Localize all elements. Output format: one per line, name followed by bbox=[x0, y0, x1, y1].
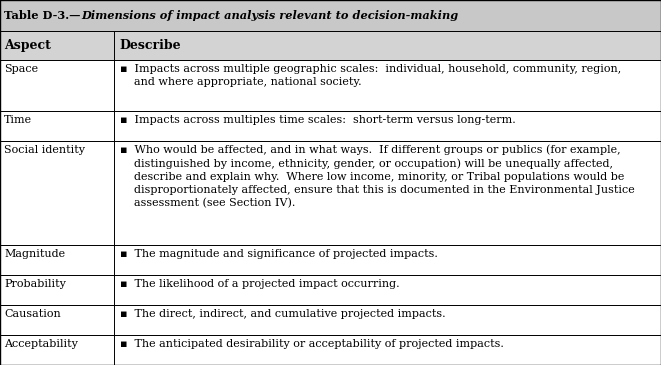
Bar bbox=[0, 275, 661, 305]
Bar bbox=[0, 0, 661, 31]
Bar bbox=[0, 31, 661, 60]
Text: ▪  The direct, indirect, and cumulative projected impacts.: ▪ The direct, indirect, and cumulative p… bbox=[120, 309, 446, 319]
Text: Causation: Causation bbox=[4, 309, 61, 319]
Bar bbox=[0, 60, 661, 111]
Text: ▪  Who would be affected, and in what ways.  If different groups or publics (for: ▪ Who would be affected, and in what way… bbox=[120, 145, 635, 208]
Text: Time: Time bbox=[4, 115, 32, 125]
Bar bbox=[0, 141, 661, 245]
Text: ▪  The likelihood of a projected impact occurring.: ▪ The likelihood of a projected impact o… bbox=[120, 279, 399, 289]
Bar bbox=[0, 305, 661, 335]
Bar bbox=[0, 111, 661, 141]
Text: Aspect: Aspect bbox=[4, 39, 51, 52]
Text: ▪  Impacts across multiple geographic scales:  individual, household, community,: ▪ Impacts across multiple geographic sca… bbox=[120, 64, 621, 87]
Bar bbox=[0, 335, 661, 365]
Text: ▪  The magnitude and significance of projected impacts.: ▪ The magnitude and significance of proj… bbox=[120, 249, 438, 259]
Text: Space: Space bbox=[4, 64, 38, 74]
Text: ▪  The anticipated desirability or acceptability of projected impacts.: ▪ The anticipated desirability or accept… bbox=[120, 339, 504, 349]
Text: Acceptability: Acceptability bbox=[4, 339, 78, 349]
Text: Table D-3.—: Table D-3.— bbox=[4, 10, 81, 21]
Text: Describe: Describe bbox=[120, 39, 181, 52]
Text: ▪  Impacts across multiples time scales:  short-term versus long-term.: ▪ Impacts across multiples time scales: … bbox=[120, 115, 516, 125]
Text: Dimensions of impact analysis relevant to decision-making: Dimensions of impact analysis relevant t… bbox=[81, 10, 459, 21]
Text: Social identity: Social identity bbox=[4, 145, 85, 155]
Bar bbox=[0, 245, 661, 275]
Text: Magnitude: Magnitude bbox=[4, 249, 65, 259]
Text: Probability: Probability bbox=[4, 279, 66, 289]
